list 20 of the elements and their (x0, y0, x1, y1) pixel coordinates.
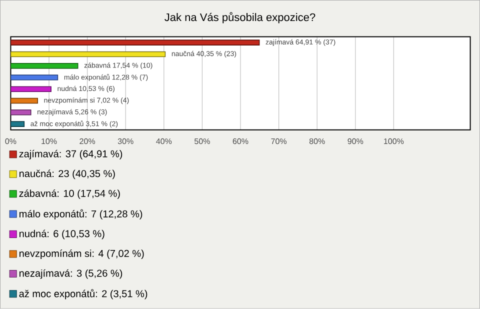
legend-label: nezajímavá: 3 (5,26 %) (20, 269, 122, 279)
x-tick-label: 10% (42, 138, 57, 144)
x-tick-label: 20% (80, 138, 96, 144)
x-tick-label: 40% (156, 138, 172, 144)
x-tick-label: 0% (5, 138, 16, 144)
legend-label: nevzpomínám si: 4 (7,02 %) (20, 250, 144, 260)
x-tick-label: 60% (232, 138, 248, 144)
x-tick-label: 50% (194, 138, 210, 144)
x-tick-label: 30% (118, 138, 134, 144)
legend-label: zábavná: 10 (17,54 %) (19, 190, 120, 200)
legend-label: zajímavá: 37 (64,91 %) (19, 150, 122, 160)
legend-label: málo exponátů: 7 (12,28 %) (20, 209, 142, 220)
x-tick-label: 70% (271, 138, 287, 144)
x-tick-label: 80% (309, 138, 325, 144)
x-tick-label: 90% (348, 138, 364, 144)
x-tick-label: 100% (384, 138, 404, 144)
legend-label: až moc exponátů: 2 (3,51 %) (19, 289, 148, 300)
legend-label: nudná: 6 (10,53 %) (20, 230, 104, 240)
legend-label: naučná: 23 (40,35 %) (20, 170, 115, 180)
chart-title: Jak na Vás působila expozice? (164, 12, 316, 24)
